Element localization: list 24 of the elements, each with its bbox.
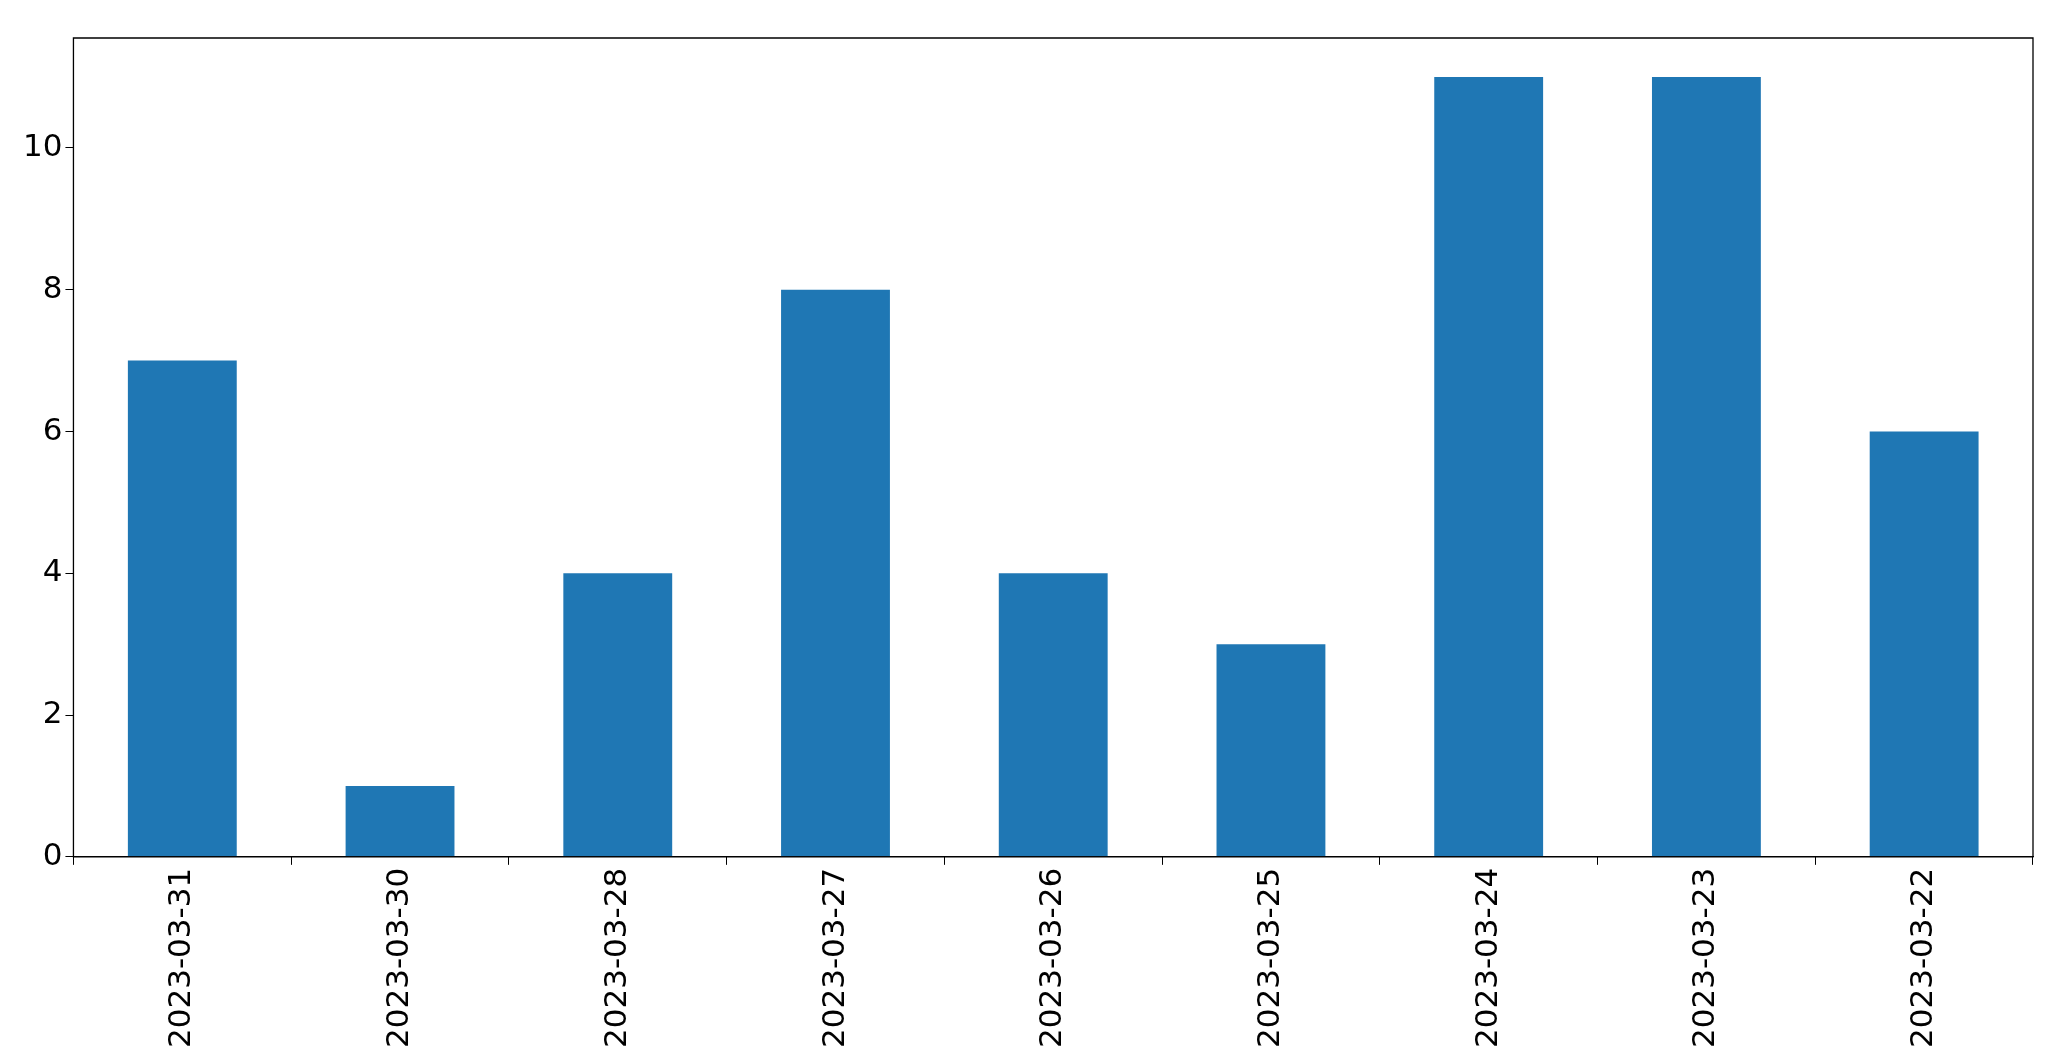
x-tick-label: 2023-03-25 (1250, 867, 1286, 1049)
y-tick-label: 8 (42, 268, 63, 305)
x-tick-label: 2023-03-27 (814, 867, 851, 1049)
x-tick-label: 2023-03-22 (1903, 867, 1940, 1049)
x-tick-label: 2023-03-28 (596, 867, 633, 1049)
y-tick-label: 4 (42, 552, 63, 589)
x-tick-label: 2023-03-30 (379, 867, 416, 1049)
x-tick-label: 2023-03-31 (161, 867, 198, 1049)
bar (781, 289, 890, 857)
y-tick-label: 6 (42, 410, 63, 447)
bar (127, 360, 237, 857)
y-tick-label: 0 (42, 835, 63, 872)
bar (1216, 644, 1326, 857)
bar (1434, 76, 1544, 857)
x-tick-label: 2023-03-26 (1032, 867, 1069, 1049)
bar (1869, 431, 1979, 857)
x-tick-label: 2023-03-23 (1685, 867, 1722, 1049)
y-tick-label: 10 (22, 126, 63, 163)
bar (563, 573, 673, 857)
bar (998, 573, 1108, 857)
y-tick-label: 2 (42, 694, 63, 731)
bar (1651, 76, 1761, 857)
x-tick-label: 2023-03-24 (1467, 867, 1504, 1049)
bar (345, 785, 455, 857)
